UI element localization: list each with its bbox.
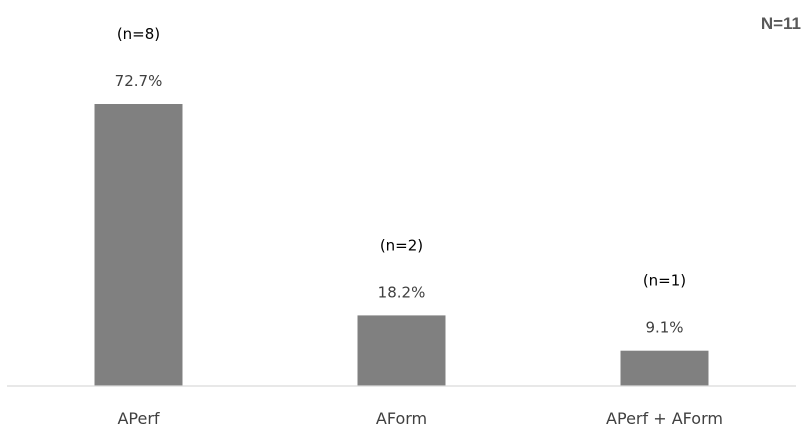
x-tick-label-1: AForm xyxy=(376,409,427,427)
value-label-0: 72.7% xyxy=(115,72,163,90)
bar-0 xyxy=(94,104,183,386)
value-label-1: 18.2% xyxy=(378,283,426,301)
labels-group: 72.7% (n=8) 18.2% (n=2) 9.1% (n=1) xyxy=(115,25,686,337)
count-label-2: (n=1) xyxy=(643,272,686,290)
count-label-0: (n=8) xyxy=(117,25,160,43)
count-label-1: (n=2) xyxy=(380,236,423,254)
x-tick-label-2: APerf + AForm xyxy=(606,409,723,427)
x-tick-label-0: APerf xyxy=(117,409,159,427)
total-n-annotation: N=11 xyxy=(761,14,801,33)
x-tick-labels: APerf AForm APerf + AForm xyxy=(117,409,722,427)
bar-1 xyxy=(357,315,446,386)
value-label-2: 9.1% xyxy=(645,319,683,337)
bars-group xyxy=(94,104,709,386)
bar-2 xyxy=(620,350,709,386)
